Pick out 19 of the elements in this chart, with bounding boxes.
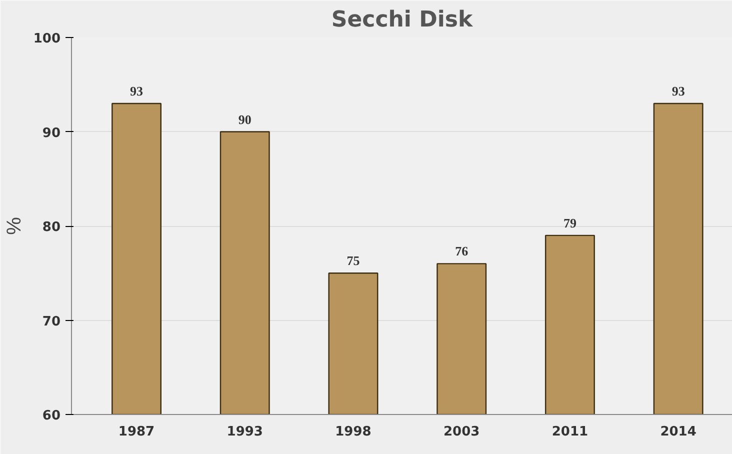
- x-tick-label: 1993: [226, 424, 263, 440]
- chart-title: Secchi Disk: [331, 8, 474, 32]
- y-axis-title: %: [3, 216, 26, 235]
- x-tick-label: 2011: [552, 424, 588, 440]
- x-tick-label: 2003: [444, 424, 480, 440]
- x-tick-label: 2014: [660, 424, 696, 440]
- data-label: 76: [455, 244, 469, 259]
- data-label: 75: [346, 253, 360, 268]
- y-tick-label: 70: [42, 314, 61, 330]
- data-label: 93: [672, 83, 686, 98]
- data-label: 93: [130, 83, 144, 98]
- y-tick-label: 90: [42, 126, 61, 141]
- x-tick-label: 1987: [118, 424, 155, 440]
- data-label: 90: [238, 112, 252, 127]
- y-tick-label: 60: [42, 408, 61, 424]
- x-tick-label: 1998: [335, 424, 372, 440]
- data-label: 79: [563, 215, 577, 230]
- y-tick-label: 80: [42, 220, 61, 235]
- y-tick-label: 100: [33, 32, 61, 46]
